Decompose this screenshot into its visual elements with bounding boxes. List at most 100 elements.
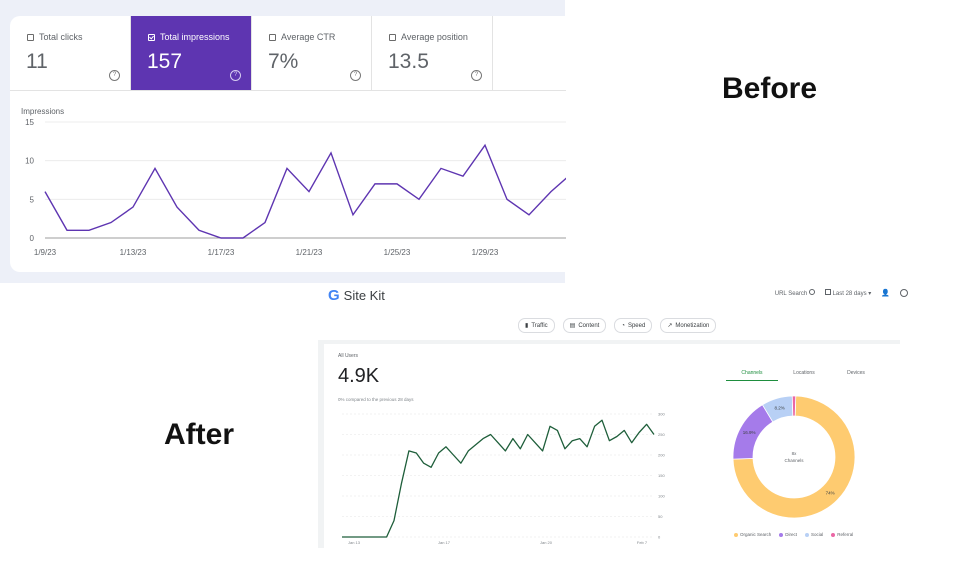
table-icon: ▤ [569, 323, 576, 329]
after-label: After [164, 418, 235, 451]
y-tick-label: 250 [658, 432, 665, 437]
legend-swatch [734, 532, 738, 537]
tab-speed[interactable]: ◔ Speed [614, 318, 653, 333]
y-tick-label: 10 [25, 157, 34, 166]
metric-value: 13.5 [388, 50, 429, 73]
bar-chart-icon: ▮ [525, 323, 529, 329]
help-icon[interactable]: ? [471, 70, 482, 81]
y-tick-label: 100 [658, 494, 665, 499]
speedometer-icon: ◔ [621, 322, 625, 329]
help-icon[interactable]: ? [230, 70, 241, 81]
metric-label: Average position [401, 32, 468, 42]
metric-tile-average-ctr[interactable]: Average CTR 7% ? [252, 16, 372, 90]
legend-label: Direct [785, 532, 798, 537]
trend-icon: ↗ [667, 323, 673, 329]
metric-value: 7% [268, 50, 299, 73]
y-axis-label: Impressions [21, 107, 64, 116]
calendar-icon [824, 289, 831, 295]
before-panel: Total clicks 11 ? Total impressions 157 … [0, 0, 566, 283]
checkbox-checked-icon[interactable] [148, 33, 155, 41]
checkbox-icon[interactable] [389, 33, 396, 41]
legend-label: Social [811, 532, 824, 537]
impressions-chart: Impressions 0 5 10 15 1/9/23 1/13/23 1/17/23 1/2… [21, 107, 566, 257]
site-kit-header: G Site Kit URL Search Last 28 days ▾ 👤 [318, 283, 908, 309]
y-tick-label: 0 [658, 535, 661, 540]
x-tick-label: Feb 7 [637, 540, 648, 545]
tab-content[interactable]: ▤ Content [562, 318, 607, 333]
checkbox-icon[interactable] [269, 33, 276, 41]
donut-legend: Organic Search Direct Social Referral [734, 532, 853, 537]
card-compare: 0% compared to the previous 28 days [338, 397, 414, 402]
y-tick-label: 50 [658, 514, 663, 519]
y-tick-label: 150 [658, 473, 665, 478]
metric-label: Total impressions [160, 32, 230, 42]
search-icon [808, 289, 815, 295]
legend-label: Organic Search [740, 532, 772, 537]
chevron-down-icon: ▾ [868, 291, 872, 297]
x-tick-label: 1/13/23 [120, 248, 147, 257]
tab-devices[interactable]: Devices [847, 370, 865, 376]
legend-item: Social [805, 532, 823, 537]
legend-item: Organic Search [734, 532, 771, 537]
site-kit-tabs: ▮ Traffic ▤ Content ◔ Speed ↗ Monetization [518, 318, 717, 333]
users-line-chart: 0 50 100 150 200 250 300 Jan 13 Jan 17 Jan 20 Feb … [342, 412, 665, 545]
legend-label: Referral [837, 532, 854, 537]
channels-donut-chart: 74% 16.9% 8.2% 8x Channels [732, 395, 856, 519]
date-range-select[interactable]: Last 28 days ▾ [824, 289, 872, 297]
x-tick-label: Jan 17 [438, 540, 451, 545]
pie-slice [732, 395, 856, 519]
metric-value: 157 [147, 50, 183, 73]
checkbox-icon[interactable] [27, 33, 34, 41]
add-user-icon[interactable]: 👤 [881, 290, 890, 297]
dimension-tabs: Channels Locations Devices [726, 370, 882, 381]
metric-value: 11 [26, 50, 48, 73]
x-tick-label: Jan 20 [540, 540, 553, 545]
series-line [342, 419, 655, 538]
x-tick-label: 1/21/23 [296, 248, 323, 257]
legend-item: Referral [831, 532, 853, 537]
y-tick-label: 200 [658, 453, 665, 458]
legend-item: Direct [779, 532, 797, 537]
help-icon[interactable]: ? [109, 70, 120, 81]
slice-label: 16.9% [743, 430, 756, 435]
search-console-card: Total clicks 11 ? Total impressions 157 … [10, 16, 566, 272]
metric-label: Average CTR [281, 32, 336, 42]
url-search-button[interactable]: URL Search [775, 289, 815, 297]
after-panel: G Site Kit URL Search Last 28 days ▾ 👤 ▮… [318, 283, 908, 553]
metric-tile-average-position[interactable]: Average position 13.5 ? [372, 16, 493, 90]
tab-locations[interactable]: Locations [793, 370, 815, 376]
legend-swatch [779, 532, 784, 537]
series-line [44, 143, 566, 239]
tab-channels[interactable]: Channels [726, 370, 778, 381]
x-tick-label: 1/17/23 [208, 248, 235, 257]
all-users-card: All Users 4.9K 0% compared to the previo… [318, 340, 900, 548]
site-kit-logo: G Site Kit [328, 287, 385, 304]
pie-slice [791, 395, 797, 417]
tab-traffic[interactable]: ▮ Traffic [518, 318, 555, 333]
help-icon[interactable]: ? [350, 70, 361, 81]
x-tick-label: 1/9/23 [34, 248, 57, 257]
brand-name: Site Kit [343, 288, 385, 303]
y-tick-label: 0 [30, 234, 35, 243]
metric-tile-total-clicks[interactable]: Total clicks 11 ? [10, 16, 131, 90]
card-label: All Users [338, 353, 359, 359]
donut-center-label: 8x [792, 451, 798, 456]
y-tick-label: 15 [25, 118, 34, 127]
slice-label: 74% [826, 490, 835, 495]
x-tick-label: 1/25/23 [384, 248, 411, 257]
donut-center-label: Channels [784, 458, 804, 463]
legend-swatch [831, 532, 836, 537]
help-icon[interactable] [900, 289, 908, 297]
divider [10, 90, 566, 91]
google-g-icon: G [328, 287, 340, 304]
y-tick-label: 300 [658, 412, 665, 417]
tab-monetization[interactable]: ↗ Monetization [660, 318, 717, 333]
y-tick-label: 5 [30, 195, 35, 204]
metric-label: Total clicks [39, 32, 83, 42]
slice-label: 8.2% [774, 406, 784, 411]
metric-tile-total-impressions[interactable]: Total impressions 157 ? [131, 16, 252, 90]
legend-swatch [805, 532, 810, 537]
x-tick-label: Jan 13 [348, 540, 361, 545]
card-value: 4.9K [338, 365, 380, 387]
before-label: Before [722, 72, 818, 105]
